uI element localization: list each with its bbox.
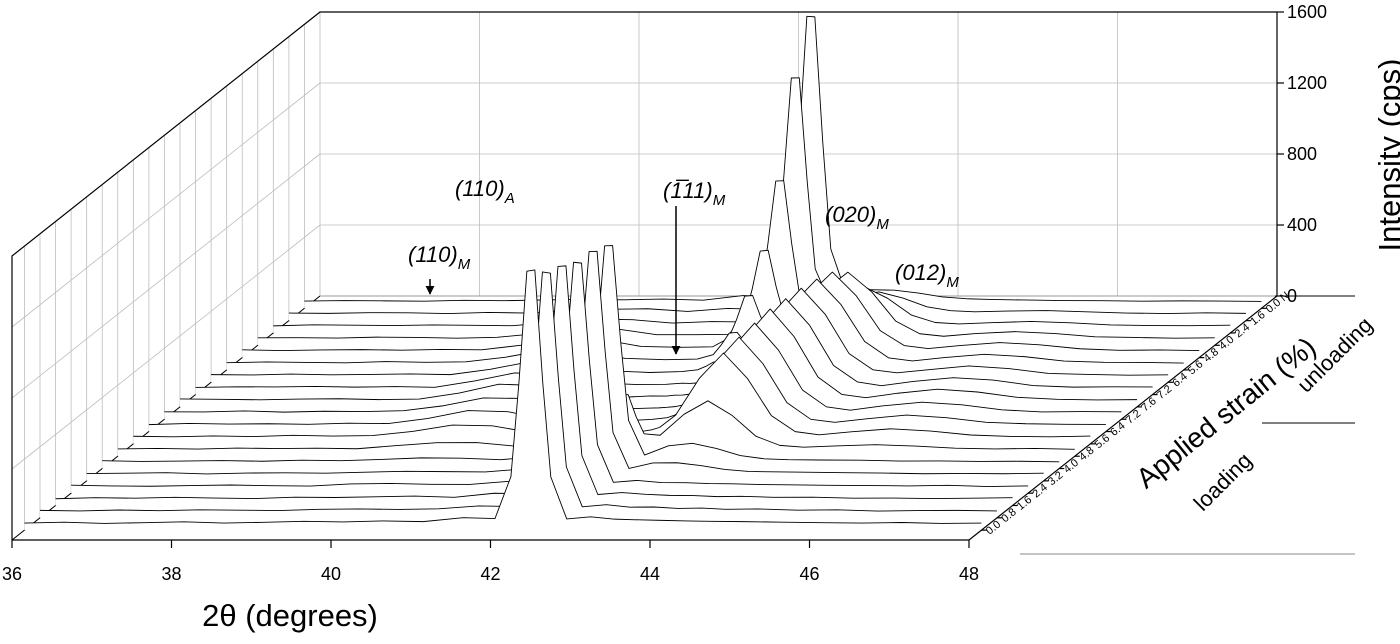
x-tick-label: 36 [2, 564, 22, 584]
strain-tick-label: 0.0 [984, 519, 1003, 538]
curve [55, 265, 1013, 500]
peak-label: (020)M [825, 202, 889, 233]
x-tick-label: 40 [321, 564, 341, 584]
peak-label-text: (110) [455, 176, 505, 201]
curve [288, 77, 1246, 314]
curve [86, 250, 1044, 475]
strain-tick-label: 5.6 [1093, 432, 1112, 451]
annotations: (110)M(110)A (1̅11)M(020)M(012)M [408, 176, 959, 355]
x-tick-label: 38 [161, 564, 181, 584]
peak-label-sub: M [713, 192, 726, 209]
curve [39, 271, 998, 512]
peak-label-text: (020) [825, 202, 876, 227]
strain-tick-label: 1.6 [1248, 309, 1267, 328]
curve [273, 180, 1231, 327]
strain-tick-label: 0.8 [999, 506, 1018, 525]
peak-label: (012)M [895, 260, 959, 291]
x-tick-label: 42 [480, 564, 500, 584]
curve [102, 245, 1060, 463]
strain-tick-label: 3.2 [1046, 469, 1065, 488]
x-tick-label: 48 [959, 564, 979, 584]
peak-label: (110)M [408, 242, 471, 273]
peak-label-sub: A [504, 190, 515, 207]
peak-label-text: (1̅11) [663, 178, 713, 203]
peak-label-sub: M [458, 256, 471, 273]
x-axis-title: 2θ (degrees) [202, 598, 378, 633]
curve [133, 352, 1091, 438]
curve [226, 278, 1184, 364]
curve [24, 269, 982, 524]
strain-tick-label: 7.2 [1155, 383, 1174, 402]
strain-tick-label: 2.4 [1233, 321, 1252, 340]
strain-tick-label: 2.4 [1030, 482, 1049, 501]
peak-label: (110)A [455, 176, 515, 207]
group-label: loading [1189, 448, 1257, 516]
wall-frame [11, 11, 1277, 540]
peak-label-text: (012) [895, 260, 946, 285]
peak-label-text: (110) [408, 242, 458, 267]
strain-tick-label: 4.0 [1217, 334, 1236, 353]
curves [24, 15, 1262, 531]
curve [304, 15, 1262, 302]
strain-tick-label: 7.6 [1139, 395, 1158, 414]
y-tick-label: 800 [1287, 144, 1317, 164]
curve [148, 336, 1106, 426]
curve [257, 249, 1215, 339]
peak-label-sub: M [876, 216, 889, 233]
peak-label: (1̅11)M [663, 178, 726, 209]
y-axis-title: Intensity (cps) [1372, 59, 1400, 252]
y-tick-label: 1200 [1287, 73, 1327, 93]
y-tick-label: 1600 [1287, 2, 1327, 22]
grid-line [11, 153, 321, 399]
curve [242, 271, 1200, 351]
x-tick-label: 46 [799, 564, 819, 584]
grid-line [11, 82, 321, 328]
strain-tick-label: 6.4 [1108, 420, 1127, 439]
grid-line [11, 224, 321, 470]
curve [164, 322, 1122, 413]
strain-axis [968, 295, 1278, 541]
curve [71, 261, 1029, 488]
curve [117, 394, 1075, 450]
x-tick-label: 44 [640, 564, 660, 584]
strain-tick-label: 4.8 [1077, 445, 1096, 464]
y-tick-label: 400 [1287, 215, 1317, 235]
strain-tick-label: 5.6 [1186, 358, 1205, 377]
peak-label-sub: M [946, 274, 959, 291]
strain-tick-label: 4.0 [1062, 457, 1081, 476]
strain-tick-label: 7.2 [1124, 408, 1143, 427]
strain-tick-label: 4.8 [1202, 346, 1221, 365]
strain-tick-label: 6.4 [1170, 371, 1189, 390]
strain-tick-label: 1.6 [1015, 494, 1034, 513]
